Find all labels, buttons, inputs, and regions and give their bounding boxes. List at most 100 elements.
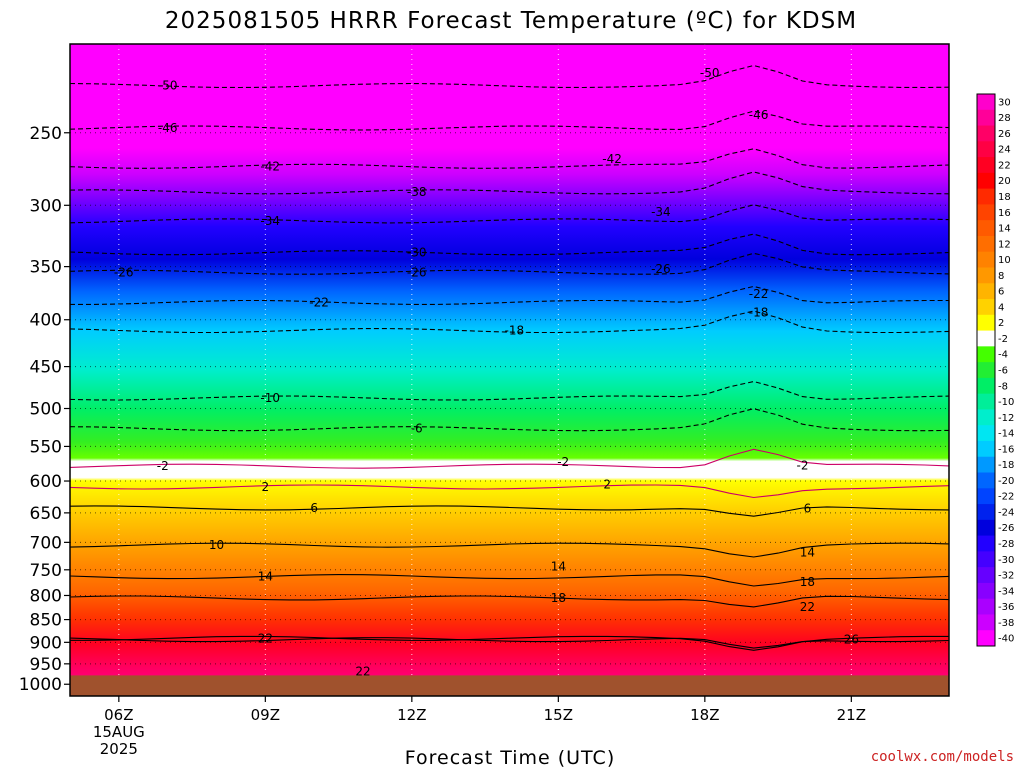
grid-lines [70,44,949,696]
colorbar-tick-label: 2 [998,318,1004,329]
colorbar-swatch [977,582,995,600]
colorbar-swatch [977,598,995,615]
isotherm-line [70,252,949,275]
colorbar-swatch [977,535,995,552]
colorbar-tick-label: -14 [998,429,1014,440]
contour-label: 18 [800,575,815,589]
colorbar-swatch [977,220,995,237]
colorbar-tick-label: -4 [998,350,1008,361]
colorbar-swatch [977,614,995,631]
colorbar-swatch [977,362,995,379]
colorbar-tick-label: -18 [998,460,1014,471]
contour-label: -26 [407,265,427,279]
pressure-axis: 2503003504004505005506006507007508008509… [19,124,70,695]
isotherm-line [70,148,949,169]
contour-label: -2 [157,459,169,473]
colorbar-tick-label: 4 [998,302,1004,313]
contour-label: 18 [551,591,566,605]
colorbar-tick-label: 12 [998,239,1011,250]
contour-label: 22 [800,600,815,614]
colorbar-tick-label: -20 [998,476,1014,487]
contour-label: 2 [603,477,611,491]
isotherm-line [70,380,949,401]
contour-label: -10 [260,391,280,405]
contour-label: -34 [651,205,671,219]
y-tick-label: 700 [30,533,62,553]
colorbar-tick-label: -2 [998,334,1008,345]
contour-label: -50 [158,79,178,93]
isotherm-line [70,505,949,517]
contour-label: -46 [158,121,178,135]
colorbar-tick-label: -10 [998,397,1014,408]
colorbar-tick-label: -8 [998,381,1008,392]
x-tick-label: 15Z [544,706,573,724]
colorbar-tick-label: -26 [998,523,1014,534]
isotherm-line [70,408,949,432]
isotherm-line [70,637,949,649]
y-tick-label: 400 [30,311,62,331]
colorbar-swatch [977,141,995,158]
colorbar-swatch [977,519,995,537]
colorbar-swatch [977,125,995,142]
y-tick-label: 450 [30,358,62,378]
colorbar-tick-label: -12 [998,413,1014,424]
colorbar-tick-label: 30 [998,97,1011,108]
contour-label: -18 [749,306,769,320]
colorbar-swatch [977,409,995,426]
y-tick-label: 550 [30,437,62,457]
contour-label: -26 [651,262,671,276]
contour-label: -46 [749,108,769,122]
chart-title: 2025081505 HRRR Forecast Temperature (ºC… [165,8,857,34]
colorbar-tick-label: -30 [998,555,1014,566]
colorbar-swatch [977,235,995,253]
y-tick-label: 950 [30,655,62,675]
colorbar-swatch [977,267,995,284]
y-tick-label: 250 [30,124,62,144]
y-tick-label: 300 [30,196,62,216]
colorbar-swatch [977,283,995,300]
y-tick-label: 650 [30,504,62,524]
colorbar-tick-label: -22 [998,492,1014,503]
x-tick-label: 12Z [397,706,426,724]
colorbar-tick-label: 22 [998,160,1011,171]
colorbar-tick-label: -40 [998,634,1014,645]
x-tick-label: 18Z [690,706,719,724]
contour-label: -30 [407,246,427,260]
contour-label: 26 [844,633,859,647]
contour-label: 10 [209,538,224,552]
colorbar-swatch [977,204,995,221]
x-tick-sublabel: 15AUG [93,723,145,741]
ground-surface [70,675,949,696]
contour-label: -2 [557,455,569,469]
contour-label: -34 [260,214,280,228]
contour-label: 6 [310,501,318,515]
colorbar-swatch [977,630,995,647]
x-tick-label: 21Z [837,706,866,724]
colorbar-tick-label: 10 [998,255,1011,266]
contour-label: -2 [797,458,809,472]
colorbar-swatch [977,440,995,458]
colorbar-swatch [977,504,995,521]
colorbar-swatch [977,251,995,268]
contour-label: -22 [309,295,329,309]
temperature-field [70,44,949,696]
colorbar-tick-label: 24 [998,145,1011,156]
colorbar-swatch [977,551,995,568]
colorbar-tick-label: -38 [998,618,1014,629]
y-tick-label: 900 [30,633,62,653]
isotherm-line [70,64,949,89]
isotherm-line [70,171,949,195]
colorbar-swatch [977,299,995,316]
colorbar-swatch [977,330,995,347]
colorbar-tick-label: 28 [998,113,1011,124]
isotherm-line [70,110,949,131]
contour-label: -42 [260,159,280,173]
colorbar-swatch [977,567,995,584]
colorbar-swatch [977,456,995,474]
colorbar-swatch [977,157,995,174]
contour-label: -6 [411,422,423,436]
contour-label: 6 [804,502,812,516]
colorbar-tick-label: -16 [998,444,1014,455]
